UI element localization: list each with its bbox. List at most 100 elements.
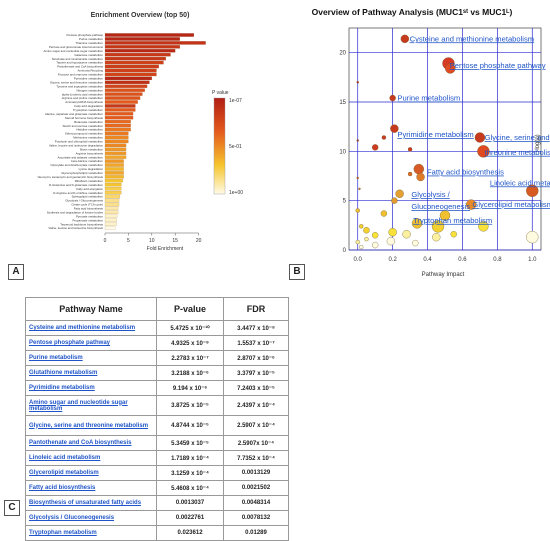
- enrichment-bar: [104, 202, 120, 207]
- enrichment-bar: [104, 155, 127, 159]
- scatter-xtick-label: 0.6: [458, 257, 467, 263]
- pathway-name-link[interactable]: Pyrimidine metabolism: [25, 380, 157, 396]
- scatter-point: [407, 147, 413, 152]
- enrichment-bar-label: Pantothenate and CoA biosynthesis: [57, 65, 103, 69]
- enrichment-bar: [104, 206, 119, 211]
- enrichment-bar: [104, 96, 141, 100]
- enrichment-xtick-label: 0: [104, 238, 107, 244]
- scatter-point: [466, 199, 477, 210]
- scatter-ytick-label: 15: [339, 100, 346, 106]
- pathway-table-body: Cysteine and methionine metabolism 5.4725…: [25, 320, 289, 541]
- fdr-cell: 0.0078132: [223, 510, 289, 526]
- fdr-cell: 0.0013129: [223, 465, 289, 481]
- pathway-name-link[interactable]: Glycerolipid metabolism: [25, 465, 157, 481]
- scatter-point: [372, 144, 379, 151]
- scatter-point: [416, 172, 425, 182]
- pathway-name-link[interactable]: Pantothenate and CoA biosynthesis: [25, 435, 157, 451]
- pvalue-cell: 5.3459 x 10⁻⁵: [155, 435, 225, 451]
- enrichment-axis: 0 5 10 15 20: [104, 232, 202, 244]
- enrichment-bar-label: Glycine, serine and threonine metabolism: [50, 80, 104, 84]
- enrichment-bar-label: Neomycin, kanamycin and gentamicin biosy…: [38, 175, 104, 179]
- scatter-title: Overview of Pathway Analysis (MUC1ˢᵗ vs …: [312, 7, 513, 17]
- table-row: Amino sugar and nucleotide sugar metabol…: [25, 395, 289, 416]
- enrichment-bar-label: Glycerophospholipid metabolism: [61, 171, 103, 175]
- table-row: Cysteine and methionine metabolism 5.4725…: [25, 320, 289, 336]
- pathway-name-link[interactable]: Tryptophan metabolism: [25, 525, 157, 541]
- scatter-point-label: Tryptophan metabolism: [413, 216, 492, 225]
- scatter-point: [356, 81, 359, 84]
- enrichment-bar: [104, 135, 129, 140]
- enrichment-bar: [104, 84, 148, 88]
- scatter-point-label: Glycine, serine and: [485, 133, 550, 142]
- pvalue-cell: 4.8744 x 10⁻⁵: [155, 415, 225, 436]
- enrichment-bar: [104, 151, 127, 155]
- pathway-name-link[interactable]: Amino sugar and nucleotide sugar metabol…: [25, 395, 157, 416]
- pathway-name-link[interactable]: Purine metabolism: [25, 350, 157, 366]
- enrichment-bar-label: Biotin metabolism: [80, 147, 103, 151]
- scatter-point-label: Linoleic acid metabolism: [490, 178, 550, 187]
- enrichment-bar: [104, 120, 131, 124]
- enrichment-bar-label: Ascorbate and aldarate metabolism: [58, 155, 104, 159]
- scatter-point-label: Cysteine and methionine metabolism: [410, 34, 535, 43]
- enrichment-bar-label: alpha-Linolenic acid metabolism: [62, 92, 104, 96]
- enrichment-bar: [104, 123, 131, 128]
- enrichment-bar-label: Nitrogen metabolism: [76, 88, 103, 92]
- header-fdr: FDR: [223, 297, 289, 321]
- enrichment-bar: [104, 218, 117, 222]
- enrichment-bar-label: Purine metabolism: [79, 37, 104, 41]
- pathway-name-link[interactable]: Pentose phosphate pathway: [25, 335, 157, 351]
- table-row: Tryptophan metabolism 0.023612 0.01289: [25, 525, 289, 541]
- enrichment-bar-label: Histidine metabolism: [76, 128, 103, 132]
- enrichment-bar: [104, 179, 123, 183]
- table-row: Biosynthesis of unsaturated fatty acids 0…: [25, 495, 289, 511]
- scatter-point-label: Fatty acid biosynthesis: [427, 168, 504, 177]
- scatter-point: [474, 132, 486, 143]
- enrichment-bar: [104, 33, 194, 37]
- pathway-name-link[interactable]: Biosynthesis of unsaturated fatty acids: [25, 495, 157, 511]
- scatter-point: [412, 239, 419, 247]
- enrichment-bar-label: Amino sugar and nucleotide sugar metabol…: [44, 49, 104, 53]
- enrichment-bar: [104, 127, 131, 132]
- enrichment-bar: [104, 210, 119, 215]
- pathway-name-link[interactable]: Fatty acid biosynthesis: [25, 480, 157, 496]
- scatter-point: [395, 189, 404, 198]
- pathway-name-link[interactable]: Linoleic acid metabolism: [25, 450, 157, 466]
- panel-letter-b: B: [289, 264, 305, 280]
- table-row: Glutathione metabolism 3.2188 x 10⁻⁶ 3.379…: [25, 365, 289, 381]
- pathway-name-link[interactable]: Cysteine and methionine metabolism: [25, 320, 157, 336]
- pathway-name-link[interactable]: Glutathione metabolism: [25, 365, 157, 381]
- pvalue-cell: 5.4608 x 10⁻⁴: [155, 480, 225, 496]
- enrichment-bar: [104, 163, 124, 167]
- enrichment-bar: [104, 214, 118, 218]
- legend-tick-top: 1e-07: [229, 98, 242, 104]
- scatter-point: [355, 208, 360, 213]
- enrichment-bar: [104, 49, 176, 53]
- pathway-name-link[interactable]: Glycolysis / Gluconeogenesis: [25, 510, 157, 526]
- scatter-point: [400, 34, 410, 44]
- scatter-point-label: Pyrimidine metabolism: [397, 130, 473, 139]
- enrichment-bar-label: Nicotinate and nicotinamide metabolism: [52, 57, 104, 61]
- pathway-name-link[interactable]: Glycine, serine and threonine metabolism: [25, 415, 157, 436]
- fdr-cell: 2.5907x 10⁻⁴: [223, 435, 289, 451]
- scatter-ytick-label: 5: [343, 199, 347, 205]
- enrichment-bar-label: Pentose and glucuronate interconversions: [49, 45, 104, 49]
- enrichment-bar: [104, 64, 159, 69]
- scatter-points: [355, 34, 539, 250]
- enrichment-xtick-label: 20: [196, 238, 202, 244]
- enrichment-bar-label: Pentose phosphate pathway: [67, 33, 104, 37]
- scatter-point: [388, 228, 397, 237]
- enrichment-bar-label: Glycolysis / Gluconeogenesis: [65, 199, 103, 203]
- enrichment-bar-label: Fatty acid biosynthesis: [74, 207, 104, 211]
- fdr-cell: 7.7352 x 10⁻⁴: [223, 450, 289, 466]
- enrichment-bar-label: Aminoacyl-tRNA biosynthesis: [65, 100, 103, 104]
- enrichment-bar-label: Methionine metabolism: [73, 136, 103, 140]
- scatter-xtick-label: 0.8: [493, 257, 502, 263]
- enrichment-bar: [104, 190, 122, 195]
- scatter-xlabel: Pathway Impact: [422, 272, 465, 278]
- enrichment-chart: Enrichment Overview (top 50) Pentose pho…: [38, 12, 244, 252]
- enrichment-bar-label: Tyrosine and tryptophan metabolism: [56, 84, 103, 88]
- enrichment-title: Enrichment Overview (top 50): [91, 12, 190, 19]
- enrichment-bar: [104, 143, 127, 148]
- scatter-axis: 0.0 0.2 0.4 0.6 0.8 1.0 0 5 10 15 20: [339, 51, 537, 263]
